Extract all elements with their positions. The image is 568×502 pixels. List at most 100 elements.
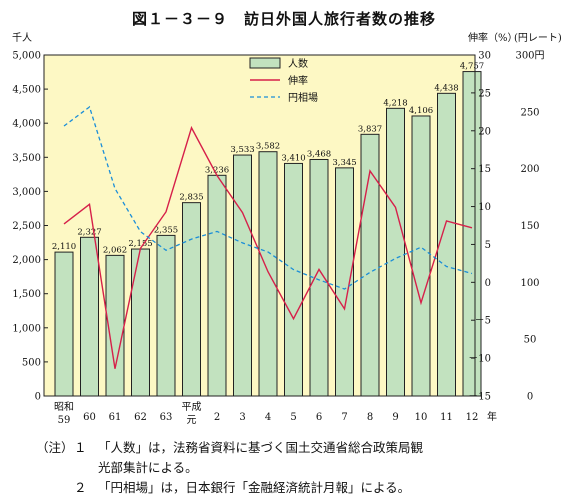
note-number: ２ [74,480,87,495]
legend-bar-swatch [249,57,281,69]
note-text-line: 「円相場」は，日本銀行「金融経済統計月報」による。 [98,480,411,495]
y-yen-tick-label: 300円 [515,51,544,62]
y-rate-tick-label: 30 [478,51,491,62]
y-yen-tick-label: 50 [524,335,537,346]
notes-section: （注） １ 「人数」は，法務省資料に基づく国土交通省総合政策局観 光部集計による… [0,438,568,498]
y-rate-unit: 伸率（%） [468,31,518,44]
data-label: 2,110 [52,242,76,252]
data-label: 3,837 [358,124,382,134]
x-tick-label: 9 [392,412,398,423]
bar [80,236,99,397]
legend-label: 円相場 [288,91,318,104]
x-tick-label: 63 [160,412,173,423]
x-era-label: 平成 [182,401,202,413]
x-tick-label: 10 [415,412,428,423]
y-left-tick-label: 3,500 [12,153,41,164]
bar [437,92,456,397]
y-yen-tick-label: 100 [520,278,539,289]
yen-line [63,105,473,290]
bar [182,202,201,397]
legend-label: 伸率 [288,74,308,87]
y-left-tick-label: 5,000 [12,51,41,62]
y-rate-tick-label: 0 [485,278,491,289]
x-era-label: 昭和 [54,401,74,413]
x-tick-label: 8 [367,412,373,423]
data-label: 3,582 [256,142,280,152]
y-left-tick-label: 1,500 [12,289,41,300]
note-text-line: 「人数」は，法務省資料に基づく国土交通省総合政策局観 [98,440,424,455]
x-axis-suffix: 年 [487,410,497,423]
bar [411,115,431,397]
bar [54,251,74,397]
y-rate-tick-label: 10 [478,202,491,213]
y-rate-tick-label: 25 [478,88,491,99]
y-rate-tick-label: －5 [475,316,491,327]
bar [258,151,278,397]
x-tick-label: 元 [187,415,197,426]
y-rate-tick-label: －15 [468,392,491,403]
data-label: 3,410 [281,153,305,163]
x-tick-label: 6 [316,412,322,423]
note-2: ２ 「円相場」は，日本銀行「金融経済統計月報」による。 [0,478,568,498]
y-left-tick-label: 2,500 [12,221,41,232]
note-number: １ [74,440,87,455]
x-tick-label: 12 [466,412,479,423]
x-tick-label: 62 [134,412,147,423]
data-label: 3,236 [205,165,229,175]
bar [386,107,405,397]
data-label: 2,327 [77,227,101,237]
y-left-tick-label: 500 [22,357,41,368]
rate-line [63,125,473,369]
x-tick-label: 2 [214,412,220,423]
chart-title: 図１－３－９ 訪日外国人旅行者数の推移 [131,10,436,28]
note-label: （注） [36,440,74,455]
x-tick-label: 4 [265,412,271,423]
x-tick-label: 11 [440,412,453,423]
y-yen-tick-label: 150 [520,221,539,232]
data-label: 2,155 [128,239,152,249]
y-rate-tick-label: 20 [478,126,491,137]
x-tick-label: 61 [109,412,122,423]
y-yen-tick-label: 250 [520,107,539,118]
y-rate-tick-label: 15 [478,164,491,175]
data-label: 4,438 [434,83,458,93]
data-label: 2,062 [103,245,127,255]
bar [462,71,482,397]
y-left-tick-label: 4,500 [12,85,41,96]
data-label: 4,106 [409,106,433,116]
y-yen-tick-label: 0 [527,392,533,403]
y-yen-tick-label: 200 [520,164,539,175]
x-tick-label: 59 [58,415,71,426]
bar [156,234,176,397]
y-left-unit: 千人 [12,32,32,44]
bar [207,174,227,397]
y-left-tick-label: 2,000 [12,255,41,266]
legend-label: 人数 [288,57,308,70]
note-text-line: 光部集計による。 [98,460,198,475]
bar [335,167,354,397]
y-left-tick-label: 3,000 [12,187,41,198]
note-1: （注） １ 「人数」は，法務省資料に基づく国土交通省総合政策局観 [0,438,568,458]
data-label: 2,835 [179,193,203,203]
y-yen-unit: (円レート) [514,33,562,44]
y-rate-tick-label: －10 [468,354,491,365]
data-label: 2,355 [154,225,178,235]
data-label: 4,218 [383,98,407,108]
bar [284,162,303,397]
y-rate-tick-label: 5 [485,240,491,251]
data-label: 4,757 [460,62,484,72]
y-left-tick-label: 4,000 [12,119,41,130]
data-label: 3,345 [332,158,356,168]
note-1-cont: 光部集計による。 [0,458,568,478]
x-tick-label: 3 [239,412,245,423]
data-label: 3,468 [307,149,331,159]
y-left-tick-label: 1,000 [12,323,41,334]
y-left-tick-label: 0 [35,392,41,403]
x-tick-label: 7 [341,412,347,423]
bar [233,154,252,397]
data-label: 3,533 [230,145,254,155]
x-tick-label: 60 [83,412,96,423]
bar [131,248,150,397]
x-tick-label: 5 [290,412,296,423]
